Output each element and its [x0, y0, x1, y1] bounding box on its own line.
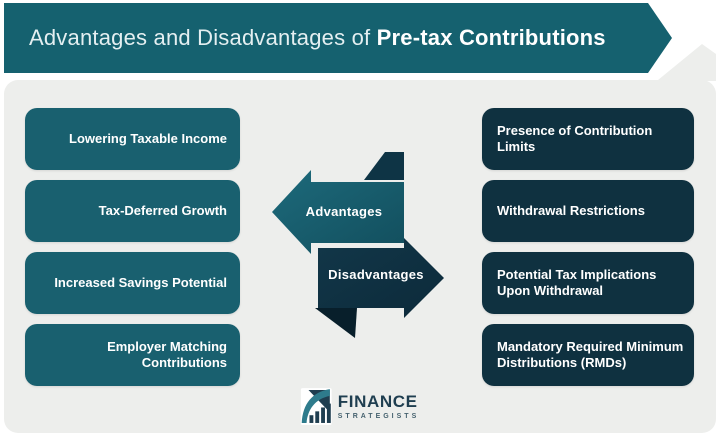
advantage-item: Tax-Deferred Growth: [25, 180, 240, 242]
finance-strategists-logo: FINANCE STRATEGISTS: [300, 388, 419, 425]
disadvantage-item: Potential Tax Implications Upon Withdraw…: [482, 252, 694, 314]
logo-text: FINANCE STRATEGISTS: [338, 393, 419, 420]
disadvantage-item: Mandatory Required Minimum Distributions…: [482, 324, 694, 386]
logo-subtitle: STRATEGISTS: [337, 413, 420, 420]
logo-name: FINANCE: [337, 392, 418, 411]
page-title-prefix: Advantages and Disadvantages of: [29, 25, 377, 50]
disadvantages-arrow-label: Disadvantages: [328, 267, 424, 282]
advantage-item: Increased Savings Potential: [25, 252, 240, 314]
advantage-item-label: Tax-Deferred Growth: [98, 202, 227, 218]
advantages-arrow-label: Advantages: [305, 204, 383, 219]
interlocking-arrows-icon: [272, 152, 444, 338]
disadvantage-item-label: Potential Tax Implications Upon Withdraw…: [497, 266, 657, 298]
header-ribbon: Advantages and Disadvantages of Pre-tax …: [4, 3, 672, 73]
disadvantages-column: Presence of Contribution Limits Withdraw…: [482, 108, 694, 396]
advantage-item-label: Lowering Taxable Income: [69, 130, 227, 146]
finance-strategists-logo-icon: [300, 388, 332, 425]
disadvantages-ribbon-band: [364, 152, 404, 180]
disadvantages-ribbon-fold: [315, 308, 357, 338]
page-title-bold: Pre-tax Contributions: [376, 25, 606, 50]
disadvantage-item-label: Presence of Contribution Limits: [497, 122, 653, 154]
disadvantage-item-label: Mandatory Required Minimum Distributions…: [497, 338, 684, 370]
disadvantage-item: Presence of Contribution Limits: [482, 108, 694, 170]
advantages-arrow-icon: [272, 170, 404, 254]
disadvantages-arrow-icon: [318, 238, 444, 318]
disadvantage-item: Withdrawal Restrictions: [482, 180, 694, 242]
advantage-item: Lowering Taxable Income: [25, 108, 240, 170]
disadvantage-item-label: Withdrawal Restrictions: [497, 202, 645, 218]
advantages-column: Lowering Taxable Income Tax-Deferred Gro…: [25, 108, 240, 396]
advantage-item-label: Increased Savings Potential: [54, 274, 227, 290]
page-title: Advantages and Disadvantages of Pre-tax …: [4, 25, 606, 51]
advantage-item-label: Employer Matching Contributions: [107, 338, 227, 370]
advantage-item: Employer Matching Contributions: [25, 324, 240, 386]
